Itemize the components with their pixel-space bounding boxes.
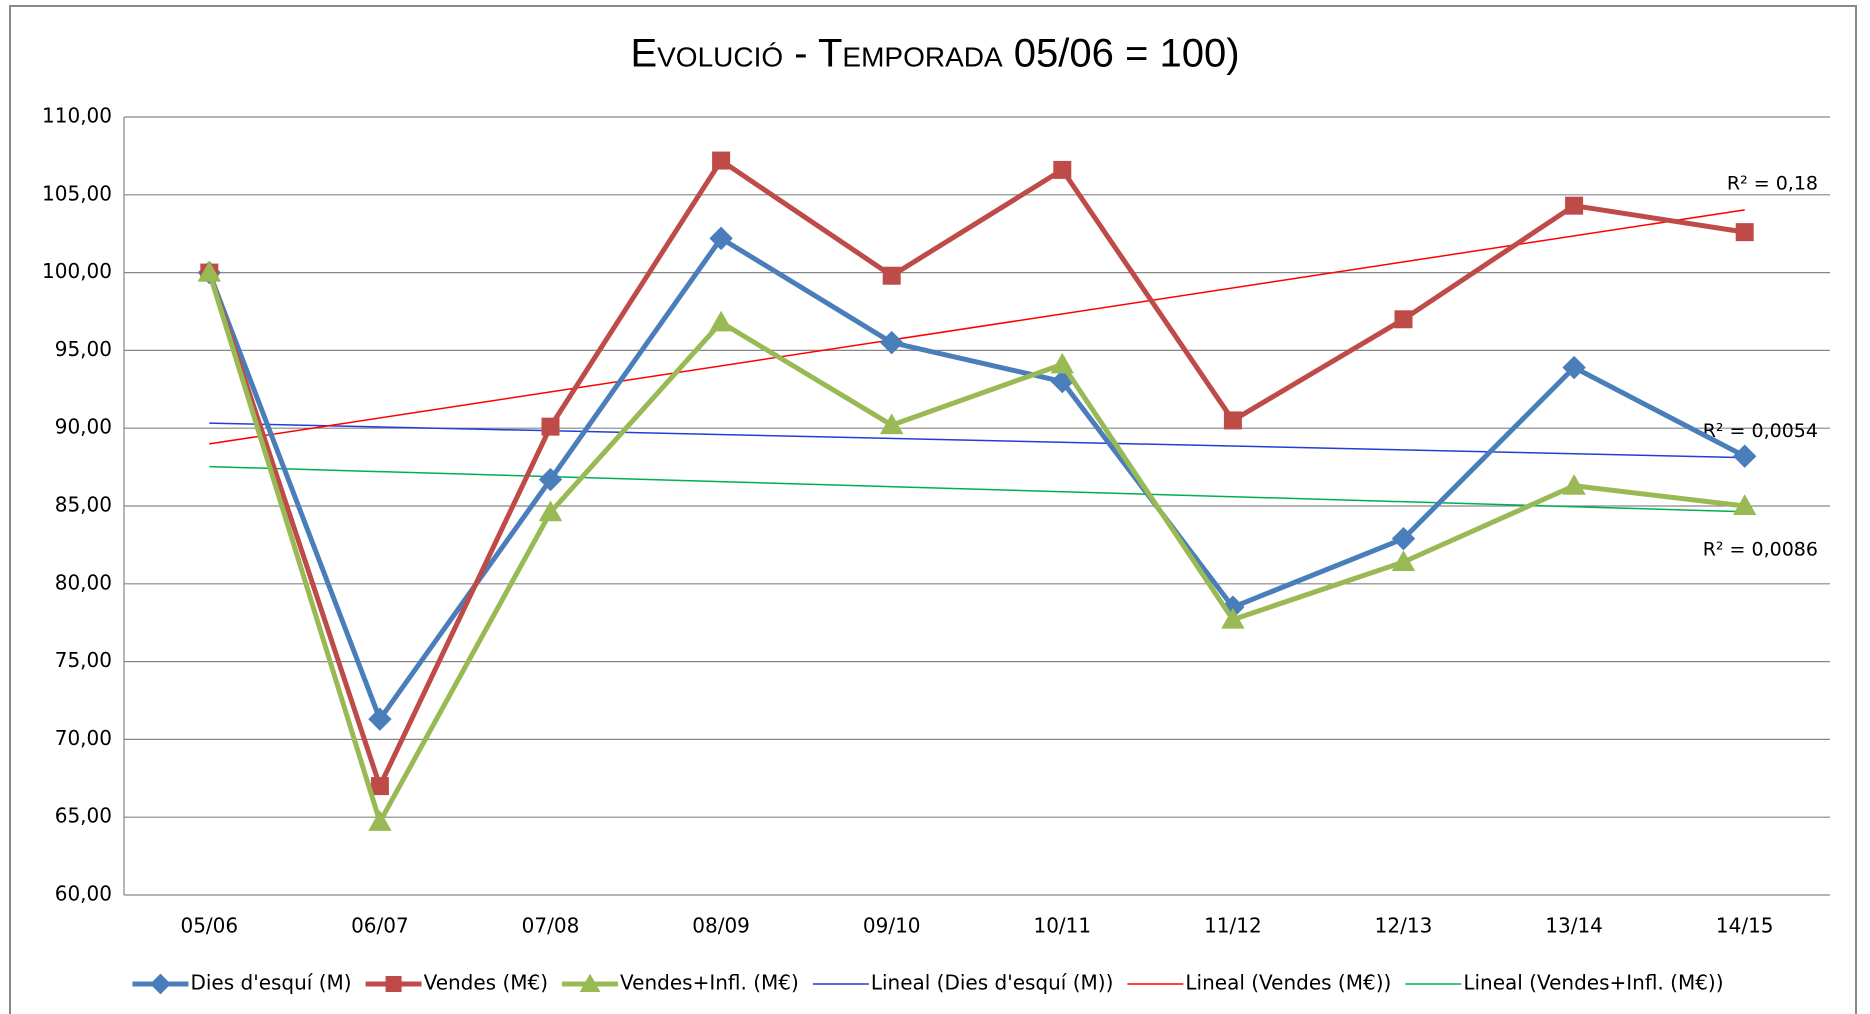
y-tick-label: 105,00 bbox=[42, 181, 112, 205]
series-line bbox=[206, 235, 1746, 722]
marker bbox=[368, 810, 392, 831]
r2-label: R² = 0,0054 bbox=[1703, 420, 1818, 442]
chart-title: Evolució - Temporada 05/06 = 100) bbox=[630, 32, 1239, 76]
y-tick-label: 65,00 bbox=[55, 804, 112, 828]
y-tick-label: 80,00 bbox=[55, 570, 112, 594]
marker bbox=[1391, 526, 1416, 551]
legend-label: Lineal (Vendes+Infl. (M€)) bbox=[1463, 971, 1723, 995]
x-tick-label: 06/07 bbox=[351, 914, 409, 938]
x-tick-label: 11/12 bbox=[1204, 914, 1262, 938]
trend-line bbox=[209, 465, 1745, 513]
y-tick-label: 95,00 bbox=[55, 337, 112, 361]
legend-label: Lineal (Dies d'esquí (M)) bbox=[871, 971, 1114, 995]
marker bbox=[1562, 355, 1586, 380]
x-tick-label: 13/14 bbox=[1545, 914, 1603, 938]
marker bbox=[1221, 607, 1245, 629]
marker bbox=[709, 226, 733, 251]
x-tick-label: 07/08 bbox=[522, 914, 580, 938]
marker bbox=[1733, 444, 1757, 468]
x-tick-label: 14/15 bbox=[1716, 914, 1774, 938]
marker bbox=[538, 467, 563, 492]
marker bbox=[538, 500, 563, 522]
marker bbox=[1221, 595, 1245, 619]
marker bbox=[1391, 550, 1416, 572]
legend-label: Vendes+Infl. (M€) bbox=[620, 971, 799, 995]
marker bbox=[1565, 196, 1584, 215]
r2-label: R² = 0,0086 bbox=[1703, 538, 1818, 560]
marker bbox=[880, 413, 904, 435]
marker bbox=[1733, 494, 1757, 515]
marker bbox=[709, 310, 733, 332]
r2-label: R² = 0,18 bbox=[1727, 172, 1818, 194]
x-tick-label: 12/13 bbox=[1375, 914, 1433, 938]
y-tick-label: 60,00 bbox=[55, 882, 112, 906]
trend-line bbox=[209, 209, 1745, 445]
marker bbox=[150, 973, 171, 995]
x-tick-label: 08/09 bbox=[692, 914, 750, 938]
y-tick-label: 110,00 bbox=[42, 104, 112, 128]
marker bbox=[712, 151, 731, 170]
legend-label: Dies d'esquí (M) bbox=[190, 971, 351, 995]
marker bbox=[1562, 474, 1586, 495]
legend-label: Lineal (Vendes (M€)) bbox=[1185, 971, 1391, 995]
marker bbox=[541, 417, 560, 436]
y-tick-label: 100,00 bbox=[42, 259, 112, 283]
y-tick-label: 90,00 bbox=[55, 415, 112, 439]
marker bbox=[1050, 352, 1074, 374]
chart-frame bbox=[9, 5, 1857, 1014]
x-tick-label: 09/10 bbox=[863, 914, 921, 938]
y-tick-label: 75,00 bbox=[55, 648, 112, 672]
marker bbox=[1053, 160, 1072, 179]
legend: Dies d'esquí (M) Vendes (M€) Vendes+Infl. … bbox=[132, 971, 1724, 995]
x-tick-label: 10/11 bbox=[1033, 914, 1091, 938]
marker bbox=[197, 260, 221, 282]
x-tick-label: 05/06 bbox=[180, 914, 238, 938]
legend-label: Vendes (M€) bbox=[424, 971, 548, 995]
marker bbox=[1735, 223, 1754, 242]
series-line bbox=[206, 158, 1746, 789]
marker bbox=[368, 707, 392, 731]
y-tick-label: 85,00 bbox=[55, 493, 112, 517]
y-tick-label: 70,00 bbox=[55, 726, 112, 750]
series-line bbox=[206, 271, 1745, 825]
marker bbox=[882, 266, 901, 285]
marker bbox=[880, 330, 904, 355]
marker bbox=[579, 973, 601, 992]
marker bbox=[1394, 310, 1413, 329]
marker bbox=[1223, 411, 1242, 430]
marker bbox=[385, 976, 402, 992]
marker bbox=[370, 777, 389, 796]
